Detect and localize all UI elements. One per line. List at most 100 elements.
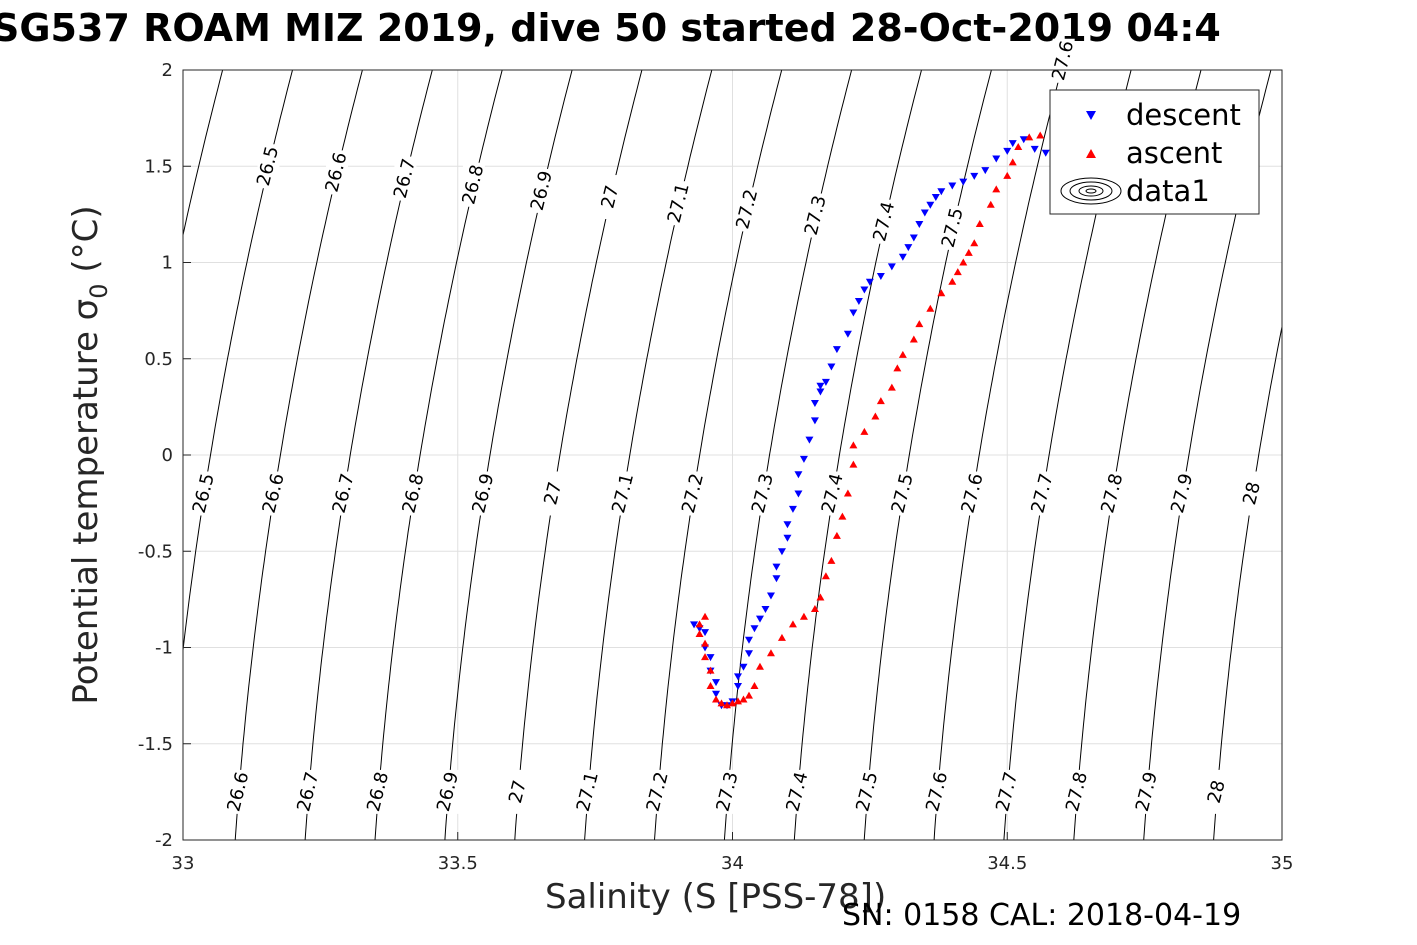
ascent-point — [1036, 131, 1045, 139]
contour-label-bg — [717, 769, 740, 814]
contour-label-bg — [599, 175, 622, 220]
contour-label-bg — [577, 769, 600, 814]
x-tick-label: 34.5 — [987, 853, 1027, 874]
isopycnal-27.5 — [863, 70, 992, 840]
contour-label-bg — [263, 471, 286, 516]
contour-label-bg — [394, 156, 417, 201]
y-tick-label: -1 — [155, 638, 173, 659]
descent-point — [783, 521, 792, 529]
y-axis-unit: (°C) — [66, 205, 106, 284]
descent-point — [920, 209, 929, 217]
x-tick-label: 33.5 — [438, 853, 478, 874]
descent-point — [937, 188, 946, 196]
contour-label-bg — [1066, 769, 1089, 814]
contour-label-bg — [1171, 471, 1194, 516]
y-axis-subscript: 0 — [85, 283, 113, 299]
contour-label-bg — [996, 769, 1019, 814]
y-tick-label: -1.5 — [138, 734, 173, 755]
contour-label-bg — [962, 471, 985, 516]
descent-point — [761, 606, 770, 613]
descent-point — [970, 172, 979, 180]
ascent-point — [750, 682, 759, 689]
descent-point — [931, 194, 940, 202]
x-tick-label: 34 — [721, 853, 744, 874]
ascent-point — [843, 489, 852, 497]
isopycnal-26.6 — [234, 70, 363, 840]
ascent-point — [706, 666, 715, 674]
isopycnal-26.4 — [183, 70, 224, 238]
contour-label-bg — [1052, 38, 1075, 83]
descent-point — [739, 663, 748, 671]
ascent-point — [937, 289, 946, 297]
descent-point — [926, 201, 935, 209]
y-axis-symbol: σ — [66, 298, 106, 321]
contour-label-bg — [531, 168, 554, 213]
ascent-point — [1003, 171, 1012, 179]
ascent-point — [849, 460, 858, 468]
ascent-point — [876, 397, 885, 405]
ascent-point — [701, 612, 710, 620]
contour-label-bg — [805, 193, 828, 238]
descent-point — [915, 221, 924, 228]
descent-point — [821, 378, 830, 386]
descent-point — [1003, 147, 1012, 155]
ascent-point — [733, 697, 742, 705]
contour-label-bg — [1101, 471, 1124, 516]
contour-label-bg — [682, 471, 705, 516]
descent-point — [854, 298, 863, 305]
ascent-point — [701, 639, 710, 647]
ascent-point — [959, 258, 968, 266]
descent-point — [816, 382, 825, 390]
descent-point — [733, 673, 742, 681]
contour-label-bg — [333, 471, 356, 516]
descent-point — [981, 167, 990, 175]
descent-point — [706, 654, 715, 662]
ascent-point — [838, 512, 847, 520]
ascent-point — [992, 185, 1001, 193]
legend-descent-label: descent — [1126, 98, 1241, 132]
ascent-point — [832, 531, 841, 539]
calibration-footer: SN: 0158 CAL: 2018-04-19 — [842, 898, 1242, 933]
ascent-point — [744, 691, 753, 699]
descent-point — [805, 436, 814, 444]
contour-labels: 26.5 26.6 26.7 26.8 26.9 27 27.1 27.2 27.3 27.4 27… — [189, 39, 1265, 814]
contour-label-bg — [856, 769, 879, 814]
data-points — [690, 131, 1078, 710]
descent-point — [1041, 149, 1050, 157]
descent-point — [783, 534, 792, 542]
descent-point — [816, 388, 825, 396]
ascent-point — [915, 320, 924, 328]
ascent-point — [712, 695, 721, 703]
ascent-point — [1025, 133, 1034, 141]
ascent-point — [926, 304, 935, 312]
contour-label-bg — [873, 199, 896, 244]
descent-point — [849, 309, 858, 317]
descent-point — [744, 650, 753, 658]
descent-point — [794, 490, 803, 498]
legend-data1-marker — [1060, 177, 1122, 205]
contour-label-bg — [612, 471, 635, 516]
y-tick-label: 2 — [162, 60, 173, 81]
ascent-point — [695, 620, 704, 628]
ascent-point — [898, 350, 907, 358]
contour-label-bg — [1136, 769, 1159, 814]
legend-data1-label: data1 — [1126, 174, 1210, 208]
ascent-point — [964, 248, 973, 256]
contour-label-bg — [542, 471, 565, 516]
descent-point — [959, 178, 968, 186]
descent-point — [712, 690, 721, 698]
legend: descent ascent data1 — [1049, 89, 1260, 215]
contour-label-bg — [325, 150, 348, 195]
ascent-point — [777, 633, 786, 641]
ascent-point — [849, 441, 858, 449]
legend-ascent-marker — [1086, 149, 1096, 158]
ascent-point — [701, 653, 710, 661]
contour-label-bg — [297, 769, 320, 814]
ascent-point — [887, 383, 896, 391]
contour-label-bg — [736, 187, 759, 232]
descent-point — [887, 263, 896, 271]
descent-point — [832, 346, 841, 354]
descent-point — [755, 615, 764, 623]
ascent-point — [766, 649, 775, 657]
ascent-point — [799, 612, 808, 620]
